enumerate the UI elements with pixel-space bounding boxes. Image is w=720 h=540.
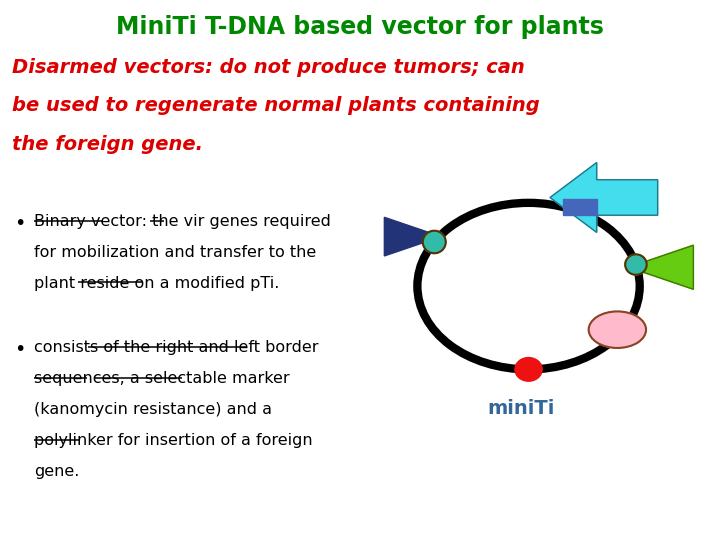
Text: Binary vector: the vir genes required: Binary vector: the vir genes required <box>34 214 330 228</box>
Text: Disarmed vectors: do not produce tumors; can: Disarmed vectors: do not produce tumors;… <box>12 58 525 77</box>
Text: miniTi: miniTi <box>487 399 555 418</box>
Text: consists of the right and left border: consists of the right and left border <box>34 340 318 355</box>
Ellipse shape <box>515 357 542 381</box>
Text: sequences, a selectable marker: sequences, a selectable marker <box>34 371 289 386</box>
Ellipse shape <box>589 312 646 348</box>
Text: •: • <box>14 340 26 359</box>
Text: gene.: gene. <box>34 464 79 480</box>
Text: be used to regenerate normal plants containing: be used to regenerate normal plants cont… <box>12 97 540 116</box>
Text: MiniTi T-DNA based vector for plants: MiniTi T-DNA based vector for plants <box>116 15 604 39</box>
Polygon shape <box>550 163 657 232</box>
Text: the foreign gene.: the foreign gene. <box>12 135 203 154</box>
Text: polylinker for insertion of a foreign: polylinker for insertion of a foreign <box>34 433 312 448</box>
Text: •: • <box>14 214 26 233</box>
Text: (kanomycin resistance) and a: (kanomycin resistance) and a <box>34 402 271 417</box>
Polygon shape <box>384 217 441 256</box>
Text: plant reside on a modified pTi.: plant reside on a modified pTi. <box>34 276 279 291</box>
Ellipse shape <box>423 231 446 253</box>
Text: for mobilization and transfer to the: for mobilization and transfer to the <box>34 245 316 260</box>
FancyBboxPatch shape <box>563 199 598 215</box>
Ellipse shape <box>625 254 647 275</box>
Polygon shape <box>629 245 693 289</box>
